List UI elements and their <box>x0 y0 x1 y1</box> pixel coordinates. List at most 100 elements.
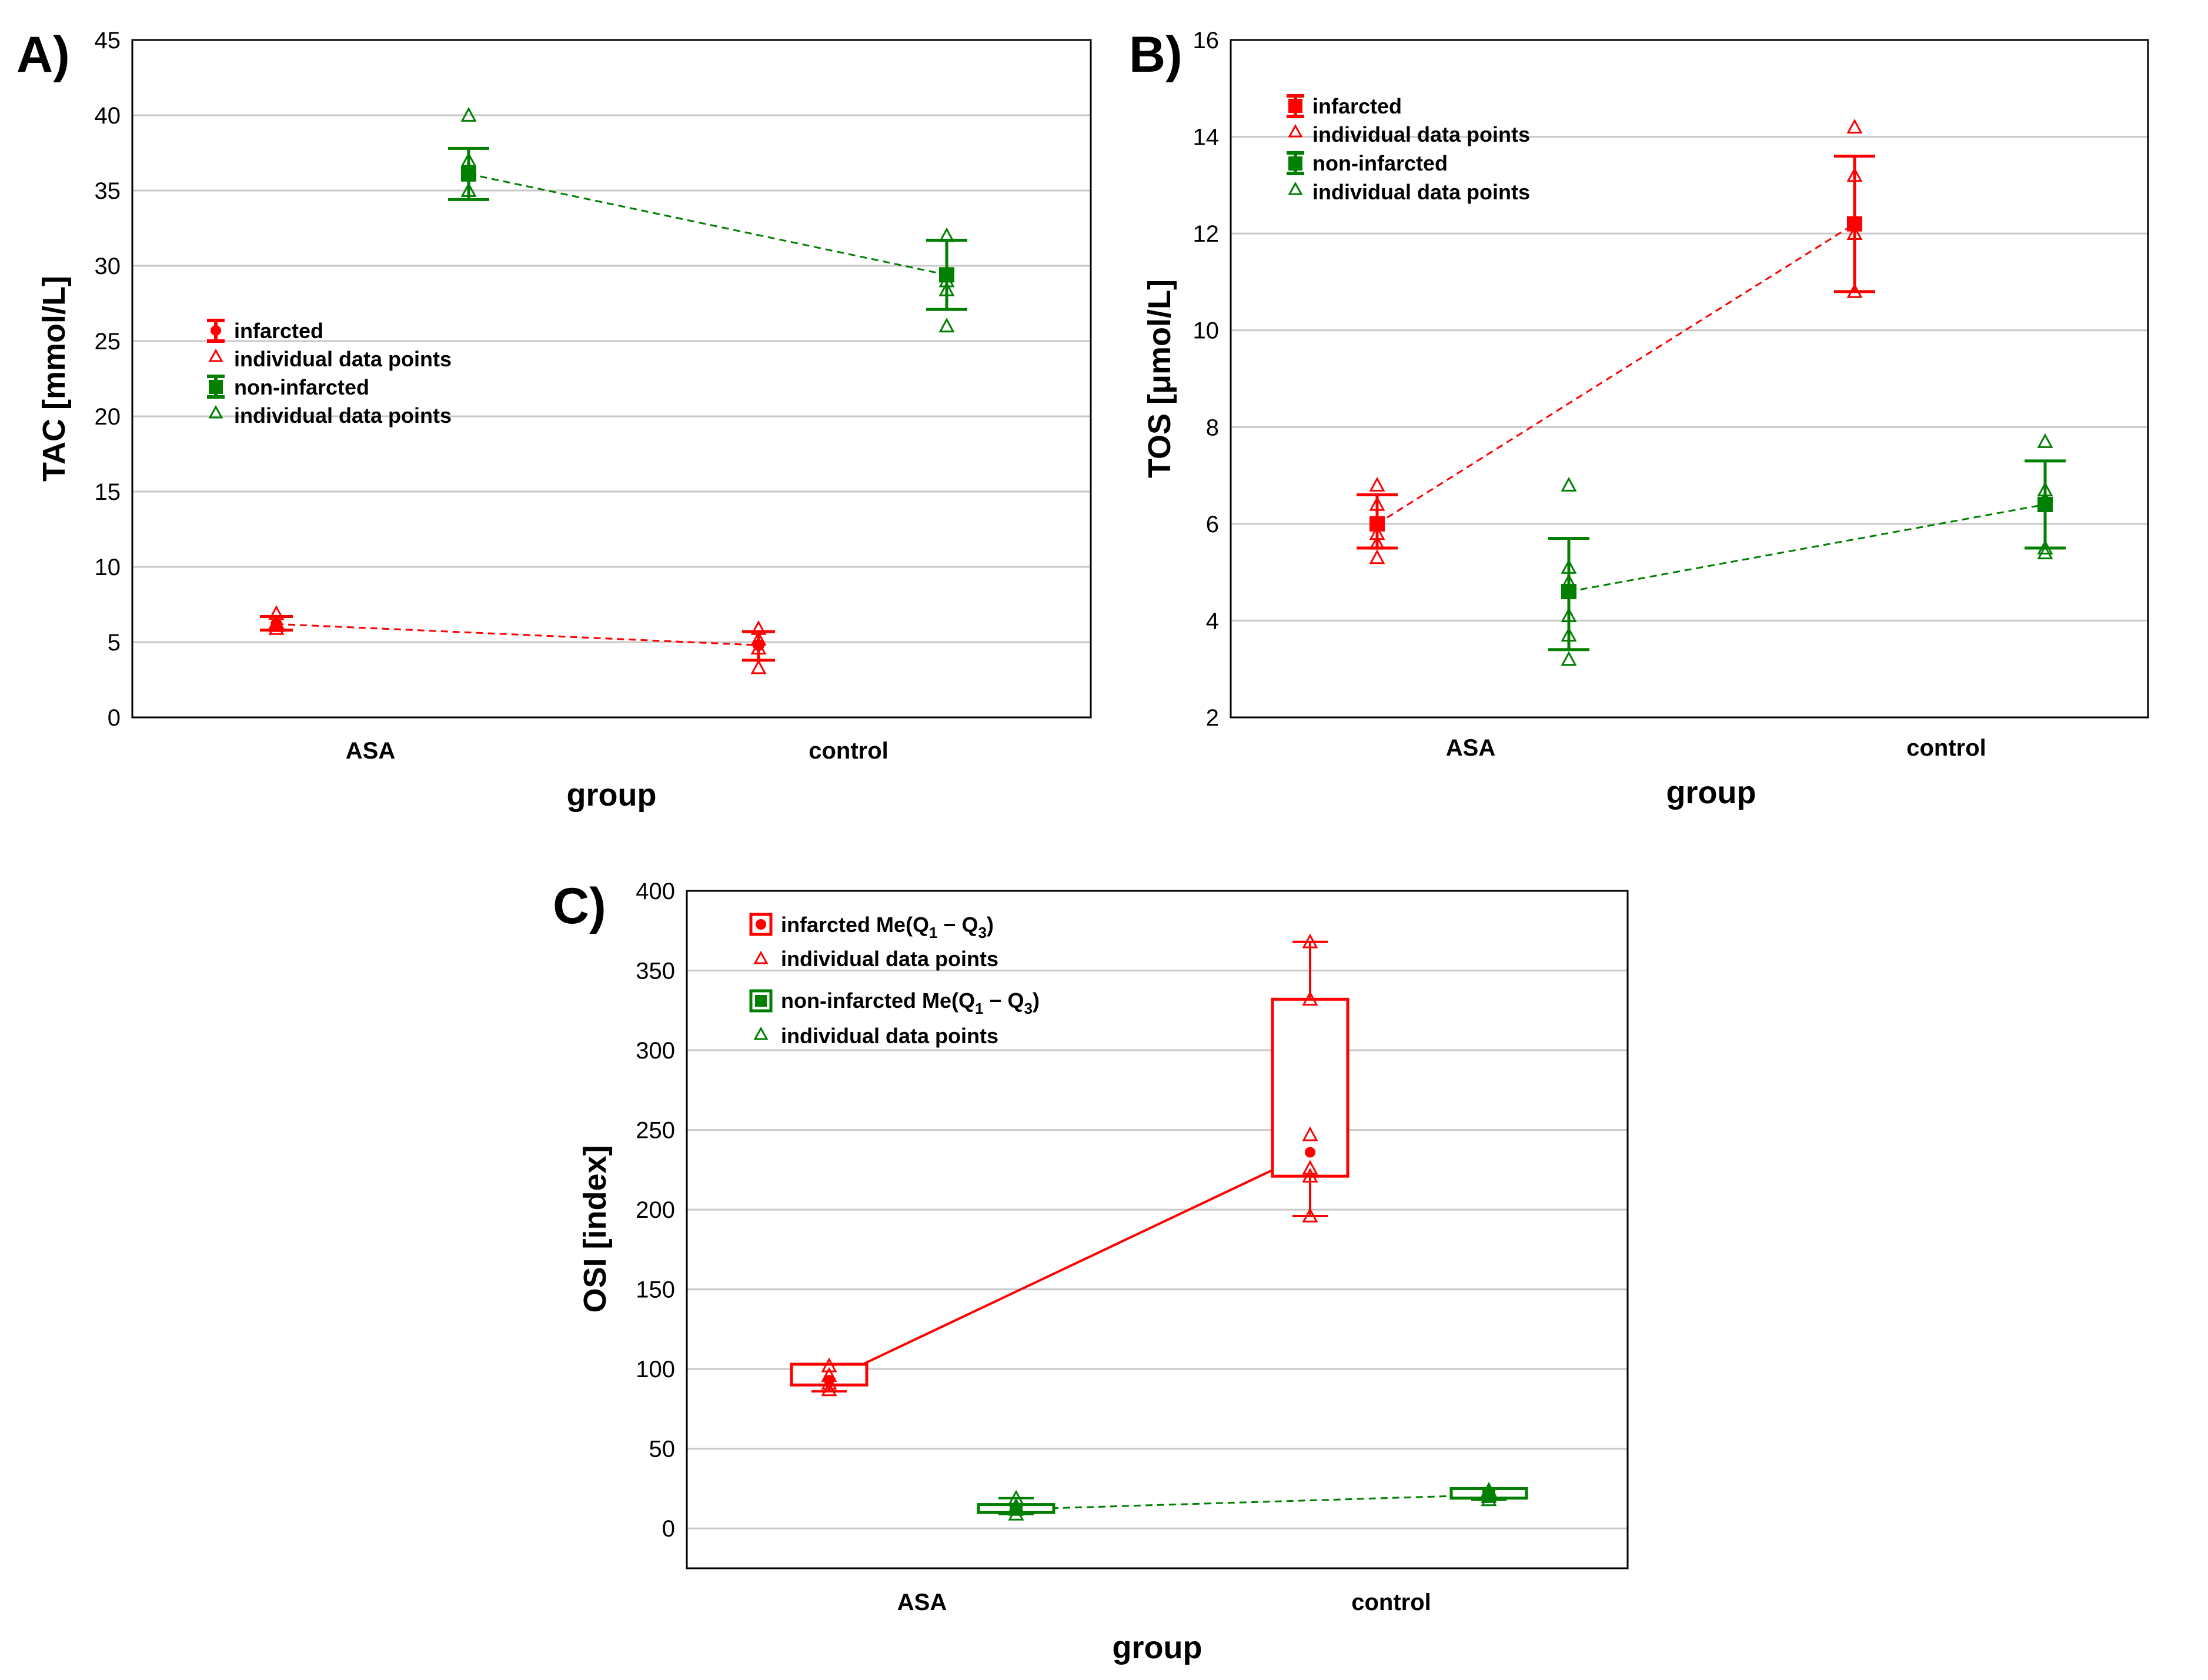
panel-c-non-infarcted-control-point-3 <box>1481 1491 1497 1507</box>
panel-c-ytick-0: 0 <box>662 1516 675 1542</box>
panel-a-ytick-45: 45 <box>95 28 121 54</box>
panel-b-non-infarcted-ASA-point-0 <box>1561 476 1577 492</box>
legend-c-infarcted-label-close: ) <box>987 913 994 937</box>
legend-a-infarcted-points-marker <box>208 348 223 362</box>
panel-b-infarcted-ASA-point-3 <box>1369 549 1385 565</box>
panel-b-ytick-2: 2 <box>1206 705 1219 731</box>
panel-a-ytick-20: 20 <box>95 404 121 430</box>
panel-b-ytick-6: 6 <box>1206 512 1219 537</box>
panel-c-infarcted-control-point-2 <box>1302 1126 1318 1141</box>
panel-c-ytick-300: 300 <box>636 1038 675 1064</box>
legend-b-noninfarcted-label: non-infarcted <box>1312 151 1448 175</box>
legend-a-infarcted-marker <box>207 319 225 343</box>
panel-c-ytick-400: 400 <box>636 879 675 904</box>
legend-c-noninfarcted-label-sub1: 1 <box>975 1000 983 1017</box>
panel-a-plot-frame <box>131 39 1092 719</box>
panel-c-infarcted-control-point-0 <box>1302 933 1318 948</box>
panel-c-non-infarcted-ASA-point-3 <box>1008 1505 1024 1521</box>
panel-b-xcat-control: control <box>1906 735 1986 761</box>
panel-b-ytick-4: 4 <box>1206 608 1219 634</box>
legend-c-noninfarcted-label-part: non-infarcted Me(Q <box>781 988 975 1013</box>
panel-c-infarcted-control-point-5 <box>1302 1207 1318 1223</box>
panel-c-ytick-50: 50 <box>649 1437 676 1462</box>
panel-a-data <box>260 106 967 674</box>
panel-c-legend: infarcted Me(Q1 − Q3) individual data po… <box>749 913 1040 1048</box>
panel-b-plot-frame <box>1230 39 2149 719</box>
legend-c-infarcted-label-sub3: 3 <box>978 924 987 941</box>
panel-b-infarcted-ASA-point-0 <box>1369 476 1385 492</box>
panel-c-non-infarcted-ASA-point-1 <box>1008 1498 1024 1513</box>
panel-c-data <box>790 933 1528 1521</box>
panel-b-ytick-8: 8 <box>1206 415 1219 440</box>
panel-a-grid <box>132 114 1091 643</box>
legend-c-infarcted-label: infarcted Me(Q1 − Q3) <box>781 913 994 941</box>
panel-a-non-infarcted-mean-line <box>468 173 947 276</box>
panel-c-non-infarcted-median-line <box>1016 1494 1489 1511</box>
panel-c-label: C) <box>553 878 606 934</box>
panel-a-non-infarcted-ASA-mean <box>461 166 476 182</box>
panel-c-infarcted-control-point-4 <box>1302 1168 1318 1183</box>
legend-a-infarcted-points-label: individual data points <box>234 347 452 371</box>
panel-a-label: A) <box>16 26 70 83</box>
legend-c-infarcted-marker <box>749 913 773 936</box>
panel-b-infarcted-control-mean <box>1847 216 1862 232</box>
legend-c-noninfarcted-points-marker <box>753 1026 769 1040</box>
panel-a-ytick-10: 10 <box>95 555 121 580</box>
legend-b-noninfarcted-marker <box>1287 151 1304 175</box>
panel-b-non-infarcted-control-point-4 <box>2037 545 2053 560</box>
legend-b-infarcted-points-label: individual data points <box>1312 122 1530 146</box>
legend-c-infarcted-points-marker <box>753 950 769 964</box>
panel-a-xcat-asa: ASA <box>346 738 395 764</box>
legend-a-noninfarcted-marker <box>207 375 225 399</box>
legend-c-noninfarcted-points-label: individual data points <box>781 1024 998 1048</box>
panel-c-yaxis-title: OSI [index] <box>577 1145 613 1312</box>
legend-c-noninfarcted-label-sub3: 3 <box>1024 1000 1033 1017</box>
panel-a-xaxis-title: group <box>567 777 657 813</box>
panel-b-infarcted-ASA-mean <box>1369 516 1385 532</box>
legend-b-infarcted-marker <box>1287 94 1304 118</box>
panel-a-ytick-40: 40 <box>95 103 121 129</box>
panel-b-infarcted-mean-line <box>1377 223 1855 525</box>
panel-b-ytick-12: 12 <box>1193 221 1220 247</box>
legend-c-noninfarcted-label-dash: − Q <box>983 988 1024 1013</box>
panel-b-xaxis-title: group <box>1666 775 1756 810</box>
panel-b-infarcted-control-point-0 <box>1846 118 1863 133</box>
panel-c-yticks: 0 50 100 150 200 250 300 350 400 <box>636 879 675 1542</box>
panel-a-infarcted-mean-line <box>276 623 759 646</box>
legend-c-noninfarcted-label-close: ) <box>1033 988 1040 1013</box>
panel-b-ytick-16: 16 <box>1193 28 1220 54</box>
panel-c-ytick-100: 100 <box>636 1357 675 1382</box>
panel-b-yticks: 2 4 6 8 10 12 14 16 <box>1193 28 1220 731</box>
panel-c-infarcted-ASA-point-3 <box>821 1381 837 1397</box>
panel-a-ytick-35: 35 <box>95 178 121 204</box>
panel-c-ytick-250: 250 <box>636 1118 675 1144</box>
panel-c-xcat-asa: ASA <box>897 1589 947 1615</box>
panel-b: B) 2 4 6 8 10 12 14 16 ASA control group TOS [μ… <box>1129 26 2149 810</box>
panel-a-yticks: 0 5 10 15 20 25 30 35 40 45 <box>95 28 121 731</box>
legend-a-noninfarcted-points-label: individual data points <box>234 403 452 427</box>
panel-a-infarcted-ASA-mean <box>270 618 282 630</box>
panel-c-infarcted-control-point-1 <box>1302 991 1318 1006</box>
panel-a-non-infarcted-control-mean <box>939 267 954 283</box>
panel-a-infarcted-control-point-2 <box>750 659 767 674</box>
panel-b-non-infarcted-mean-line <box>1568 503 2046 593</box>
panel-a-yaxis-title: TAC [mmol/L] <box>36 276 72 482</box>
panel-c-xaxis-title: group <box>1113 1630 1202 1665</box>
panel-b-non-infarcted-control-point-0 <box>2037 433 2053 448</box>
panel-c-grid <box>687 970 1628 1529</box>
legend-c-infarcted-label-dash: − Q <box>938 913 978 937</box>
panel-b-non-infarcted-ASA-mean <box>1561 584 1576 600</box>
panel-c-infarcted-control-median <box>1305 1147 1315 1158</box>
panel-c-infarcted-median-line <box>829 1151 1311 1381</box>
panel-a-infarcted-control-mean <box>753 639 764 652</box>
panel-c-xcat-control: control <box>1351 1589 1431 1615</box>
panel-b-xcat-asa: ASA <box>1446 735 1495 761</box>
panel-a-ytick-5: 5 <box>108 630 121 656</box>
legend-c-infarcted-label-sub1: 1 <box>929 924 937 941</box>
panel-c-non-infarcted-control-point-1 <box>1481 1485 1497 1500</box>
panel-a-legend: infarcted individual data points non-inf… <box>207 319 452 427</box>
panel-b-data <box>1357 118 2066 666</box>
panel-b-legend: infarcted individual data points non-inf… <box>1287 94 1530 204</box>
